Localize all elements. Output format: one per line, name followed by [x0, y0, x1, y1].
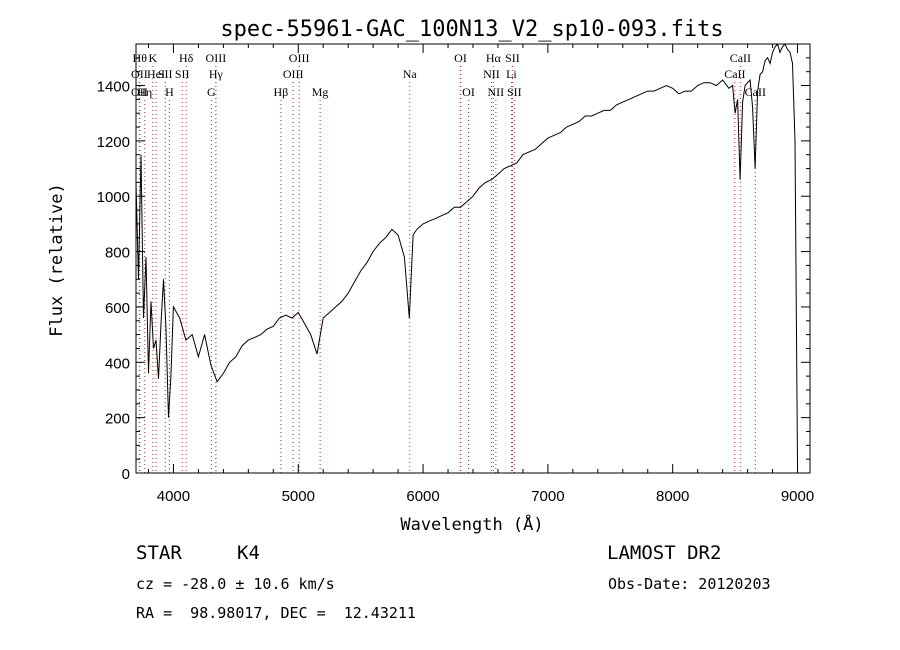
line-label: SII	[175, 67, 190, 81]
line-label: Hγ	[209, 67, 224, 81]
line-label: OIII	[283, 67, 304, 81]
line-label: OII	[131, 67, 148, 81]
line-label: SII	[507, 85, 522, 99]
x-tick-label: 6000	[406, 488, 439, 505]
line-label: OI	[462, 85, 475, 99]
line-label: Na	[403, 67, 418, 81]
y-tick-label: 800	[105, 245, 130, 262]
ra-dec-coordinates: RA = 98.98017, DEC = 12.43211	[136, 604, 416, 622]
line-label: CaII	[724, 67, 745, 81]
x-tick-label: 8000	[656, 488, 689, 505]
spectrum-series-line	[135, 42, 798, 465]
line-label: OII	[131, 85, 148, 99]
y-tick-label: 1000	[97, 189, 130, 206]
x-axis-ticks: 4000 5000 6000 7000 8000 9000	[147, 44, 814, 505]
line-label: Hη	[137, 85, 152, 99]
observation-date: Obs-Date: 20120203	[608, 575, 771, 593]
x-tick-label: 9000	[781, 488, 814, 505]
line-label: SII	[505, 51, 520, 65]
line-label: OIII	[289, 51, 310, 65]
y-axis-label: Flux (relative)	[47, 183, 67, 337]
line-label: CaII	[745, 85, 766, 99]
x-tick-label: 4000	[157, 488, 190, 505]
line-label: Hα	[486, 51, 502, 65]
spectral-line-markers	[138, 66, 756, 473]
line-label: NII	[483, 67, 500, 81]
object-class: STAR	[136, 542, 182, 564]
chart-title: spec-55961-GAC_100N13_V2_sp10-093.fits	[220, 17, 723, 42]
line-label: CaII	[730, 51, 751, 65]
line-label: NII	[488, 85, 505, 99]
line-label: Li	[506, 67, 517, 81]
plot-frame	[135, 43, 811, 474]
line-label: Hβ	[274, 85, 289, 99]
line-label: SII	[158, 67, 173, 81]
x-tick-label: 7000	[531, 488, 564, 505]
line-label: Mg	[312, 85, 329, 99]
line-label: K	[149, 51, 158, 65]
y-tick-label: 1400	[97, 79, 130, 96]
y-axis-ticks: 0 200 400 600 800 1000 1200 1400	[97, 57, 810, 483]
x-axis-label: Wavelength (Å)	[400, 513, 543, 535]
line-label: OI	[454, 51, 467, 65]
y-tick-label: 0	[122, 466, 130, 483]
object-subclass: K4	[237, 542, 260, 564]
line-label: H	[165, 85, 174, 99]
y-tick-label: 600	[105, 300, 130, 317]
y-tick-label: 200	[105, 411, 130, 428]
x-tick-label: 5000	[282, 488, 315, 505]
y-tick-label: 1200	[97, 134, 130, 151]
line-label: Hδ	[179, 51, 194, 65]
redshift-velocity: cz = -28.0 ± 10.6 km/s	[136, 575, 335, 593]
line-label: HeI	[147, 67, 165, 81]
survey-name: LAMOST DR2	[607, 542, 722, 564]
line-label: G	[207, 85, 216, 99]
y-tick-label: 400	[105, 355, 130, 372]
line-label: OIII	[206, 51, 227, 65]
